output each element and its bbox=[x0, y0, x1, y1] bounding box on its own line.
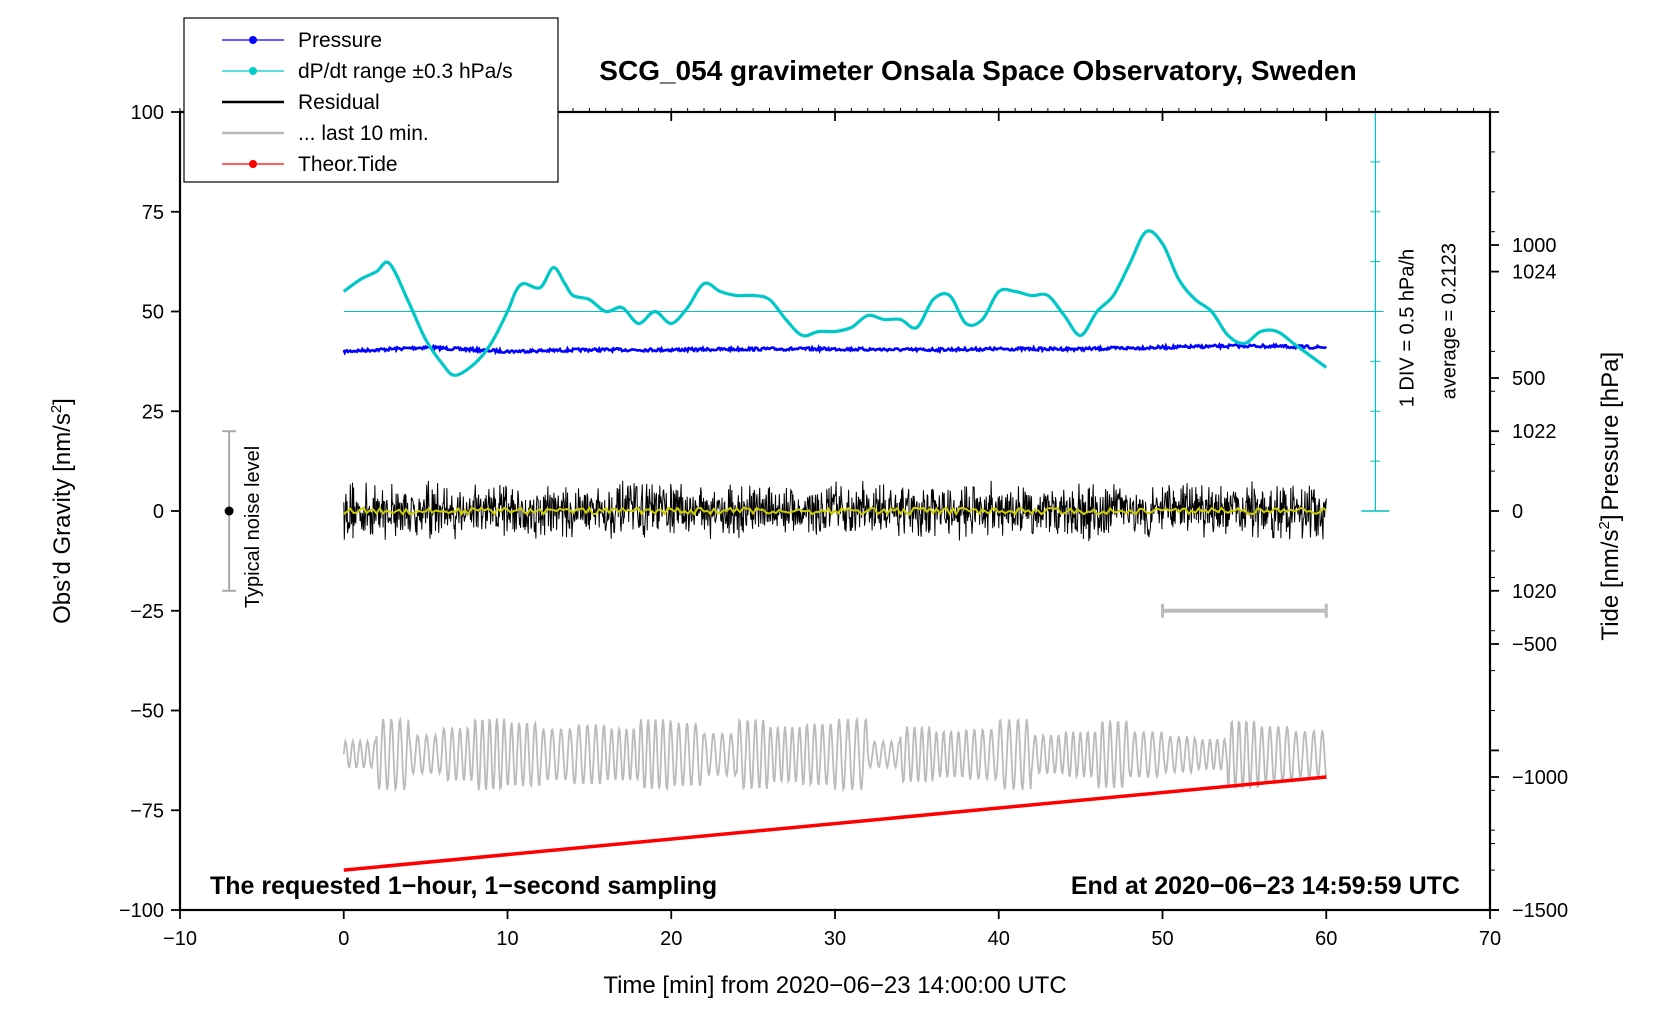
legend-label: Pressure bbox=[298, 29, 382, 52]
x-tick-label: −10 bbox=[163, 928, 197, 950]
legend-label: dP/dt range ±0.3 hPa/s bbox=[298, 60, 513, 83]
noise-label: Typical noise level bbox=[242, 446, 264, 608]
tide-tick-label: 500 bbox=[1512, 368, 1545, 390]
legend-swatch-marker bbox=[249, 36, 257, 44]
tide-tick-label: 0 bbox=[1512, 501, 1523, 523]
y-axis-title: Obs’d Gravity [nm/s2] bbox=[48, 398, 76, 624]
dpdt-line bbox=[342, 229, 1328, 377]
legend-label: Residual bbox=[298, 91, 380, 114]
x-tick-label: 70 bbox=[1479, 928, 1501, 950]
tide-tick-label: −1000 bbox=[1512, 767, 1568, 789]
y-tick-label: −50 bbox=[130, 701, 164, 723]
y-tick-label: −25 bbox=[130, 601, 164, 623]
tide-tick-label: 1000 bbox=[1512, 235, 1557, 257]
legend-label: Theor.Tide bbox=[298, 153, 398, 176]
legend-label: ... last 10 min. bbox=[298, 122, 429, 145]
y-tick-label: 75 bbox=[142, 202, 164, 224]
x-tick-label: 60 bbox=[1315, 928, 1337, 950]
pressure-line bbox=[342, 341, 1327, 356]
x-axis-title: Time [min] from 2020−06−23 14:00:00 UTC bbox=[603, 972, 1066, 999]
y-tick-label: 25 bbox=[142, 401, 164, 423]
noise-bar-center bbox=[224, 506, 234, 516]
pressure-axis-title: Pressure [hPa] bbox=[1597, 352, 1624, 511]
pressure-tick-label: 1022 bbox=[1512, 421, 1557, 443]
y-tick-label: 100 bbox=[131, 102, 164, 124]
residual-smoothed-line bbox=[343, 505, 1327, 517]
tide-axis-title: Tide [nm/s2] bbox=[1596, 514, 1624, 640]
tide-line bbox=[343, 775, 1327, 872]
legend: Pressure dP/dt range ±0.3 hPa/s Residual..… bbox=[183, 17, 559, 183]
y-tick-label: 0 bbox=[153, 501, 164, 523]
note-right: End at 2020−06−23 14:59:59 UTC bbox=[1071, 872, 1460, 900]
y-tick-label: 50 bbox=[142, 302, 164, 324]
legend-swatch-marker bbox=[249, 160, 257, 168]
y-tick-label: −75 bbox=[130, 800, 164, 822]
tide-tick-label: −500 bbox=[1512, 634, 1557, 656]
pressure-tick-label: 1024 bbox=[1512, 262, 1557, 284]
x-tick-label: 10 bbox=[496, 928, 518, 950]
average-label: average = 0.2123 bbox=[1438, 243, 1460, 399]
x-tick-label: 20 bbox=[660, 928, 682, 950]
legend-box bbox=[183, 17, 559, 183]
y-tick-label: −100 bbox=[119, 900, 164, 922]
x-tick-label: 50 bbox=[1151, 928, 1173, 950]
tide-tick-label: −1500 bbox=[1512, 900, 1568, 922]
chart-title: SCG_054 gravimeter Onsala Space Observat… bbox=[599, 55, 1356, 86]
legend-swatch-marker bbox=[249, 67, 257, 75]
residual-line bbox=[343, 480, 1327, 542]
dpdt-scale-label: 1 DIV = 0.5 hPa/h bbox=[1396, 249, 1418, 407]
pressure-tick-label: 1020 bbox=[1512, 581, 1557, 603]
note-left: The requested 1−hour, 1−second sampling bbox=[210, 872, 717, 900]
x-tick-label: 0 bbox=[338, 928, 349, 950]
last10-line bbox=[342, 716, 1328, 793]
x-tick-label: 30 bbox=[824, 928, 846, 950]
x-tick-label: 40 bbox=[988, 928, 1010, 950]
